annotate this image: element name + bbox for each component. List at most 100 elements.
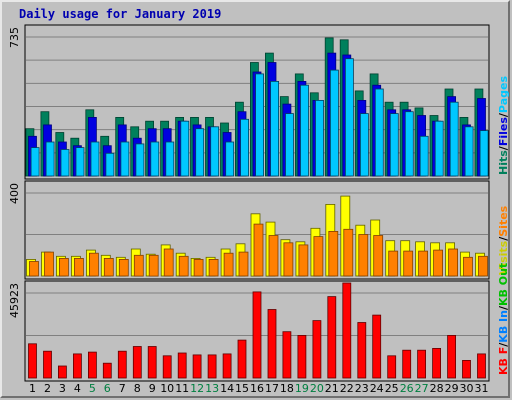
pages-bar-day-10 bbox=[165, 141, 175, 177]
legend-entry: / bbox=[497, 112, 510, 117]
legend-entry: KB In bbox=[497, 310, 510, 343]
panel-2-legend: Visits/Sites bbox=[497, 205, 510, 275]
legend-entry: Files bbox=[497, 117, 510, 147]
sites-bar-day-26 bbox=[403, 250, 414, 277]
pages-bar-day-25 bbox=[389, 113, 399, 177]
x-tick-label-day-9: 9 bbox=[149, 382, 156, 395]
x-tick-label-day-11: 11 bbox=[175, 382, 189, 395]
x-tick-label-day-1: 1 bbox=[29, 382, 36, 395]
pages-bar-day-27 bbox=[419, 135, 429, 177]
legend-entry: / bbox=[497, 236, 510, 241]
x-tick-label-day-25: 25 bbox=[385, 382, 399, 395]
pages-bar-day-4 bbox=[75, 147, 85, 177]
sites-bar-day-4 bbox=[74, 257, 84, 277]
sites-bar-day-20 bbox=[313, 236, 324, 277]
kb_f-bar-day-20 bbox=[312, 320, 322, 379]
sites-bar-day-13 bbox=[208, 258, 219, 277]
kb_f-bar-day-23 bbox=[357, 322, 367, 379]
panel-2-y-max-label: 400 bbox=[8, 183, 21, 204]
legend-entry: / bbox=[497, 145, 510, 150]
sites-bar-day-25 bbox=[388, 250, 399, 277]
pages-bar-day-30 bbox=[464, 126, 474, 177]
sites-bar-day-5 bbox=[89, 252, 99, 277]
kb_f-bar-day-29 bbox=[447, 334, 457, 379]
pages-bar-day-24 bbox=[374, 88, 384, 177]
pages-bar-day-14 bbox=[225, 141, 235, 177]
x-tick-label-day-4: 4 bbox=[74, 382, 81, 395]
kb_f-bar-day-11 bbox=[177, 352, 187, 379]
sites-bar-day-18 bbox=[283, 242, 294, 277]
x-tick-label-day-15: 15 bbox=[235, 382, 249, 395]
kb_f-bar-day-17 bbox=[267, 309, 277, 379]
kb_f-bar-day-13 bbox=[207, 354, 217, 379]
kb_f-bar-day-22 bbox=[342, 282, 352, 379]
pages-bar-day-23 bbox=[359, 113, 369, 177]
pages-bar-day-20 bbox=[315, 100, 324, 177]
sites-bar-day-29 bbox=[448, 248, 459, 277]
x-tick-label-day-18: 18 bbox=[280, 382, 294, 395]
x-tick-label-day-19: 19 bbox=[295, 382, 309, 395]
kb_f-bar-day-3 bbox=[58, 365, 67, 379]
kb_f-bar-day-4 bbox=[73, 353, 82, 379]
kb_f-bar-day-27 bbox=[417, 349, 427, 379]
kb_f-bar-day-26 bbox=[402, 349, 412, 379]
pages-bar-day-3 bbox=[60, 149, 70, 177]
x-tick-label-day-23: 23 bbox=[355, 382, 369, 395]
sites-bar-day-6 bbox=[103, 257, 114, 277]
kb_f-bar-day-8 bbox=[132, 346, 142, 379]
sites-bar-day-19 bbox=[298, 244, 309, 277]
pages-bar-day-22 bbox=[344, 58, 354, 177]
legend-entry: KB F bbox=[497, 347, 510, 375]
legend-entry: KB Out bbox=[497, 263, 510, 306]
panel-3-legend: KB F/KB In/KB Out bbox=[497, 263, 510, 375]
legend-entry: Pages bbox=[497, 76, 510, 114]
legend-entry: Visits bbox=[497, 240, 510, 275]
x-tick-label-day-29: 29 bbox=[445, 382, 459, 395]
x-tick-label-day-31: 31 bbox=[475, 382, 489, 395]
x-tick-label-day-17: 17 bbox=[265, 382, 279, 395]
x-tick-label-day-5: 5 bbox=[89, 382, 96, 395]
pages-bar-day-18 bbox=[285, 113, 294, 177]
x-tick-label-day-7: 7 bbox=[119, 382, 126, 395]
x-tick-label-day-10: 10 bbox=[160, 382, 174, 395]
sites-bar-day-2 bbox=[44, 251, 54, 277]
x-tick-label-day-28: 28 bbox=[430, 382, 444, 395]
sites-bar-day-21 bbox=[328, 230, 339, 277]
panel-3-y-max-label: 45923 bbox=[8, 283, 21, 318]
pages-bar-day-26 bbox=[404, 111, 414, 177]
x-tick-label-day-21: 21 bbox=[325, 382, 339, 395]
pages-bar-day-9 bbox=[150, 141, 160, 177]
x-tick-label-day-24: 24 bbox=[370, 382, 384, 395]
chart-title: Daily usage for January 2019 bbox=[19, 7, 222, 21]
pages-bar-day-11 bbox=[180, 120, 190, 177]
x-tick-label-day-26: 26 bbox=[400, 382, 414, 395]
pages-bar-day-16 bbox=[255, 73, 265, 177]
x-tick-label-day-12: 12 bbox=[190, 382, 204, 395]
kb_f-bar-day-2 bbox=[43, 350, 52, 379]
sites-bar-day-15 bbox=[238, 251, 249, 277]
sites-bar-day-1 bbox=[29, 261, 39, 277]
kb_f-bar-day-30 bbox=[462, 359, 471, 379]
panel-1-y-max-label: 735 bbox=[8, 27, 21, 48]
kb_f-bar-day-7 bbox=[117, 350, 127, 379]
sites-bar-day-10 bbox=[163, 248, 174, 277]
kb_f-bar-day-28 bbox=[432, 347, 442, 379]
sites-bar-day-24 bbox=[373, 235, 384, 277]
sites-bar-day-23 bbox=[358, 234, 369, 277]
x-tick-label-day-3: 3 bbox=[59, 382, 66, 395]
sites-bar-day-12 bbox=[193, 258, 204, 277]
x-tick-label-day-13: 13 bbox=[205, 382, 219, 395]
kb_f-bar-day-18 bbox=[282, 331, 292, 379]
pages-bar-day-31 bbox=[479, 130, 489, 177]
x-tick-label-day-22: 22 bbox=[340, 382, 354, 395]
kb_f-bar-day-1 bbox=[28, 343, 37, 379]
pages-bar-day-21 bbox=[329, 69, 339, 177]
pages-bar-day-6 bbox=[105, 152, 115, 177]
sites-bar-day-14 bbox=[223, 252, 234, 277]
kb_f-bar-day-19 bbox=[297, 334, 307, 379]
pages-bar-day-19 bbox=[300, 84, 309, 177]
kb_f-bar-day-16 bbox=[252, 291, 262, 379]
pages-bar-day-13 bbox=[210, 126, 220, 177]
sites-bar-day-28 bbox=[433, 249, 444, 277]
